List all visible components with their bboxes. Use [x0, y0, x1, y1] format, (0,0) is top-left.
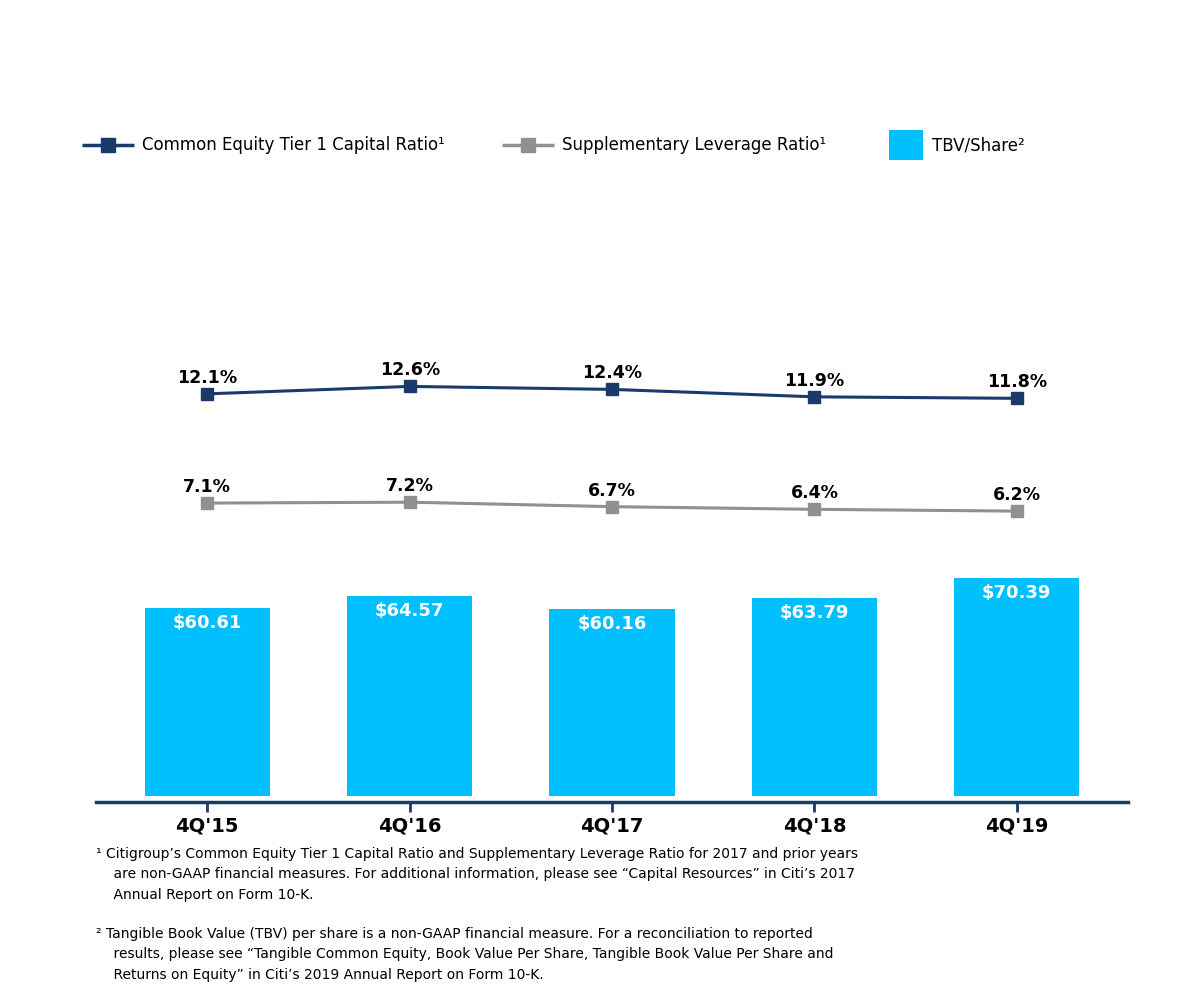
Text: 12.6%: 12.6%	[379, 362, 439, 380]
Text: ¹ Citigroup’s Common Equity Tier 1 Capital Ratio and Supplementary Leverage Rati: ¹ Citigroup’s Common Equity Tier 1 Capit…	[96, 847, 858, 902]
Bar	[954, 578, 1080, 796]
Text: Supplementary Leverage Ratio¹: Supplementary Leverage Ratio¹	[562, 136, 826, 154]
Bar	[347, 596, 473, 796]
Bar	[550, 609, 674, 796]
Text: 11.8%: 11.8%	[986, 373, 1046, 391]
Text: 6.2%: 6.2%	[992, 486, 1040, 504]
Text: $64.57: $64.57	[374, 602, 444, 620]
Text: 6.4%: 6.4%	[791, 484, 839, 502]
Text: 12.1%: 12.1%	[178, 369, 238, 387]
Text: $70.39: $70.39	[982, 584, 1051, 602]
Text: $63.79: $63.79	[780, 604, 850, 622]
Text: 7.2%: 7.2%	[385, 477, 433, 495]
Text: ² Tangible Book Value (TBV) per share is a non-GAAP financial measure. For a rec: ² Tangible Book Value (TBV) per share is…	[96, 927, 834, 982]
Text: 11.9%: 11.9%	[785, 372, 845, 390]
Bar	[144, 608, 270, 796]
Text: 12.4%: 12.4%	[582, 365, 642, 382]
Text: 7.1%: 7.1%	[184, 478, 232, 496]
Text: TBV/Share²: TBV/Share²	[932, 136, 1025, 154]
Text: $60.61: $60.61	[173, 614, 242, 632]
Bar	[751, 598, 877, 796]
Text: Common Equity Tier 1 Capital Ratio¹: Common Equity Tier 1 Capital Ratio¹	[142, 136, 444, 154]
Text: 6.7%: 6.7%	[588, 482, 636, 500]
Text: $60.16: $60.16	[577, 615, 647, 633]
